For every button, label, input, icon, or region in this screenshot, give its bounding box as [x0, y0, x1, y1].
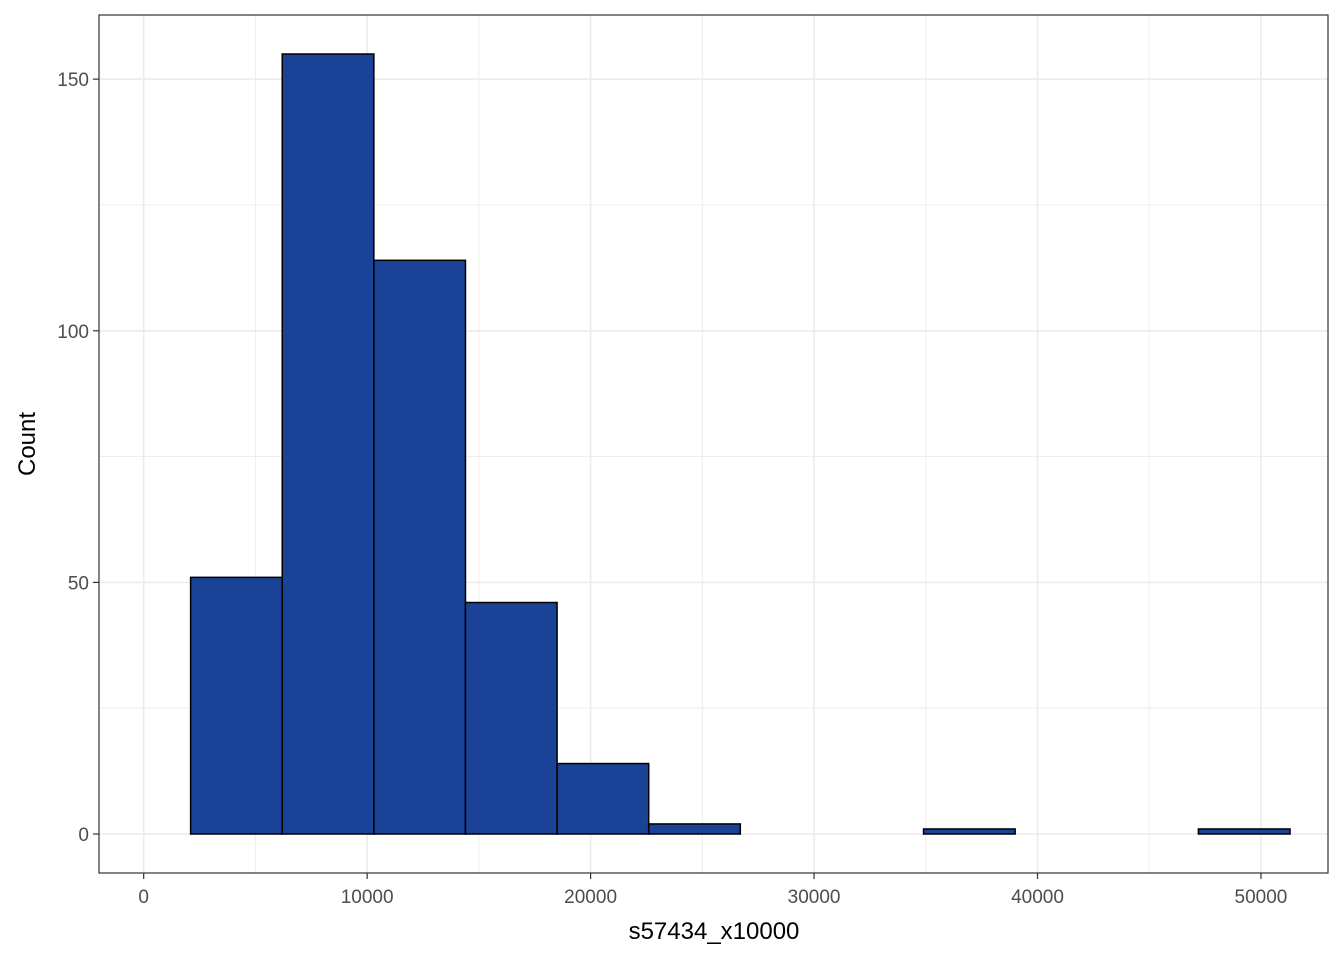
x-axis-title: s57434_x10000: [629, 918, 800, 945]
x-tick-label: 10000: [341, 887, 394, 908]
histogram-bar: [189, 576, 283, 835]
histogram-bar: [464, 601, 558, 835]
y-tick-label: 150: [57, 70, 89, 91]
histogram-bar: [647, 823, 742, 835]
histogram-bar: [1197, 828, 1291, 835]
axis-ticks: 0 10000 20000 30000 40000 50000 0 50 100 150: [57, 70, 1287, 908]
histogram-bar: [281, 53, 375, 835]
y-tick-label: 50: [68, 573, 89, 594]
y-tick-label: 0: [78, 825, 89, 846]
histogram-bar: [922, 828, 1016, 835]
x-tick-label: 40000: [1011, 887, 1064, 908]
x-tick-label: 0: [138, 887, 149, 908]
y-axis-title: Count: [14, 412, 41, 476]
histogram-bar: [373, 259, 467, 835]
y-tick-label: 100: [57, 322, 89, 343]
histogram-bars: [189, 53, 1291, 835]
x-tick-label: 50000: [1235, 887, 1288, 908]
x-tick-label: 30000: [788, 887, 841, 908]
plot-panel-border: [98, 14, 1329, 874]
histogram-bar: [556, 762, 650, 835]
x-tick-label: 20000: [564, 887, 617, 908]
